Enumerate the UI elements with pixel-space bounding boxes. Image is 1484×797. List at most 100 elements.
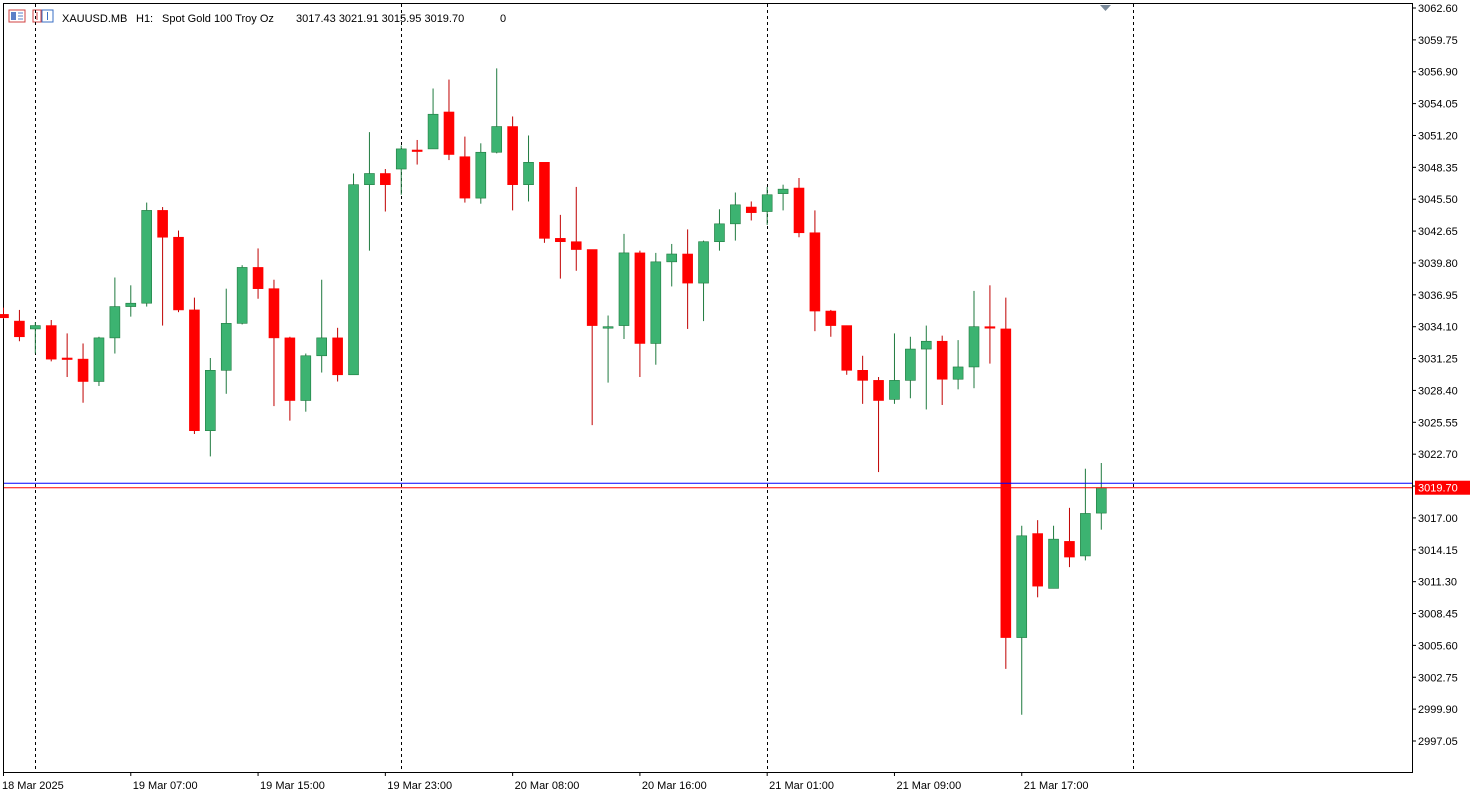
- candle-21[interactable]: [332, 327, 343, 382]
- chart-list-icon[interactable]: [8, 9, 26, 23]
- candle-42[interactable]: [666, 243, 678, 287]
- candle-body-36: [570, 241, 582, 250]
- candle-53[interactable]: [841, 325, 853, 375]
- candle-30[interactable]: [475, 143, 487, 204]
- candle-5[interactable]: [77, 343, 89, 403]
- x-tick-label-1: 19 Mar 07:00: [133, 780, 198, 792]
- candle-1[interactable]: [14, 309, 25, 342]
- candle-9[interactable]: [141, 202, 152, 307]
- candle-body-27: [427, 113, 439, 150]
- candle-12[interactable]: [189, 297, 200, 435]
- candle-40[interactable]: [634, 250, 646, 378]
- candle-59[interactable]: [936, 335, 948, 405]
- candle-body-29: [459, 156, 471, 199]
- candle-68[interactable]: [1080, 468, 1091, 561]
- candle-44[interactable]: [698, 240, 709, 322]
- candle-body-52: [825, 310, 837, 326]
- candle-51[interactable]: [809, 210, 821, 332]
- price-axis[interactable]: 3062.60 3059.75 3056.90 3054.05 3051.20 3048.…: [1412, 3, 1470, 748]
- candle-45[interactable]: [714, 209, 725, 251]
- candle-4[interactable]: [61, 333, 73, 378]
- candle-8[interactable]: [125, 285, 137, 317]
- candle-65[interactable]: [1032, 520, 1043, 598]
- candle-38[interactable]: [602, 315, 614, 383]
- candle-43[interactable]: [682, 229, 693, 329]
- y-tick-label-7: 3042.65: [1418, 226, 1458, 238]
- candle-16[interactable]: [252, 248, 264, 299]
- candle-35[interactable]: [555, 214, 566, 279]
- candle-28[interactable]: [443, 79, 455, 161]
- candle-67[interactable]: [1064, 507, 1075, 568]
- candle-47[interactable]: [745, 201, 757, 221]
- candle-50[interactable]: [793, 177, 805, 238]
- candle-33[interactable]: [523, 135, 534, 202]
- candle-15[interactable]: [236, 265, 248, 325]
- candle-22[interactable]: [348, 173, 359, 376]
- candle-57[interactable]: [905, 336, 916, 399]
- candle-60[interactable]: [952, 340, 964, 390]
- chart-window-icon[interactable]: [41, 9, 54, 23]
- candle-19[interactable]: [300, 353, 312, 412]
- chart-ohlc: 3017.43 3021.91 3015.95 3019.70: [296, 13, 464, 25]
- candle-14[interactable]: [220, 288, 232, 394]
- candle-66[interactable]: [1048, 525, 1059, 589]
- candle-body-17: [268, 288, 280, 339]
- candle-64[interactable]: [1016, 525, 1028, 715]
- candle-52[interactable]: [825, 309, 837, 337]
- y-tick-label-20: 3005.60: [1418, 640, 1458, 652]
- candle-31[interactable]: [491, 68, 503, 154]
- candle-29[interactable]: [459, 136, 471, 203]
- candle-body-6: [93, 337, 105, 382]
- candle-46[interactable]: [730, 192, 741, 241]
- candle-13[interactable]: [205, 358, 216, 457]
- candle-39[interactable]: [618, 233, 630, 339]
- candle-body-57: [905, 348, 916, 381]
- candle-20[interactable]: [316, 279, 328, 373]
- candle-24[interactable]: [380, 169, 391, 212]
- candle-61[interactable]: [968, 290, 980, 389]
- candle-6[interactable]: [93, 336, 105, 386]
- candle-body-47: [745, 206, 757, 213]
- candle-25[interactable]: [395, 145, 407, 195]
- candle-body-45: [714, 223, 725, 243]
- candle-body-59: [936, 340, 948, 380]
- candle-37[interactable]: [586, 249, 598, 426]
- candle-54[interactable]: [857, 355, 868, 404]
- candle-body-18: [284, 337, 296, 401]
- candle-2[interactable]: [30, 322, 41, 354]
- bid-price-tag-bg: [1415, 480, 1470, 495]
- y-tick-label-22: 2999.90: [1418, 704, 1458, 716]
- candle-55[interactable]: [873, 377, 884, 473]
- day-separators: [35, 4, 1134, 772]
- candle-49[interactable]: [777, 184, 789, 211]
- candle-11[interactable]: [173, 230, 184, 313]
- candle-10[interactable]: [157, 207, 168, 326]
- candle-34[interactable]: [539, 162, 550, 243]
- candle-56[interactable]: [889, 333, 900, 404]
- candle-26[interactable]: [411, 139, 423, 165]
- candle-body-3: [45, 325, 57, 360]
- candle-36[interactable]: [570, 186, 582, 271]
- chart-volume: 0: [500, 13, 506, 25]
- candle-0[interactable]: [0, 307, 9, 319]
- candle-7[interactable]: [109, 277, 121, 354]
- candle-58[interactable]: [920, 325, 932, 410]
- candle-3[interactable]: [45, 319, 57, 362]
- indicator-icon[interactable]: [32, 9, 42, 23]
- candle-17[interactable]: [268, 279, 280, 407]
- candle-18[interactable]: [284, 336, 296, 421]
- x-tick-label-4: 20 Mar 08:00: [515, 780, 580, 792]
- candle-23[interactable]: [364, 132, 375, 251]
- candle-62[interactable]: [984, 285, 996, 364]
- candle-body-25: [395, 148, 407, 170]
- candle-27[interactable]: [427, 88, 439, 150]
- chart-shift-marker[interactable]: [1100, 5, 1111, 11]
- candle-32[interactable]: [507, 116, 518, 211]
- candle-48[interactable]: [761, 186, 773, 225]
- candle-body-31: [491, 126, 503, 153]
- candle-body-16: [252, 267, 264, 289]
- time-axis[interactable]: 18 Mar 2025 19 Mar 07:00 19 Mar 15:00 19 Ma…: [2, 772, 1089, 792]
- candle-body-62: [984, 326, 996, 329]
- candle-41[interactable]: [650, 252, 662, 365]
